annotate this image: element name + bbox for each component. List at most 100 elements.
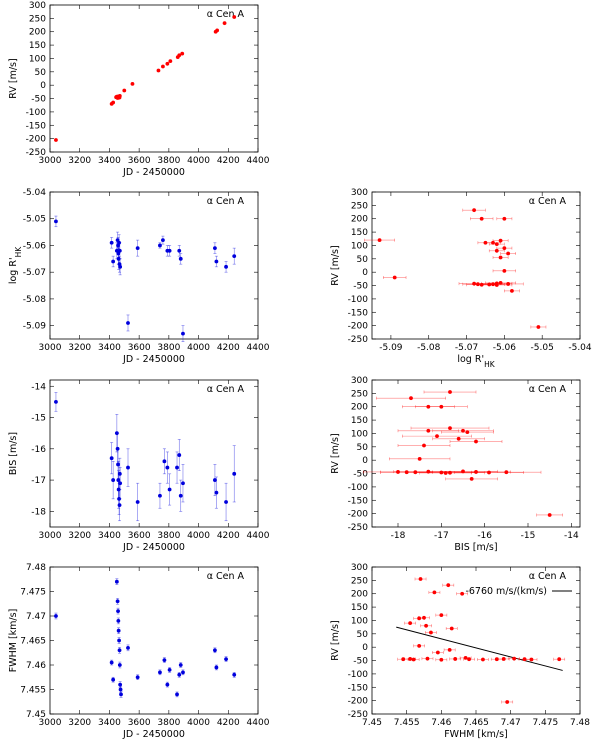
x-tick-label: -5.06	[493, 343, 517, 353]
x-axis-label: log R'HK	[457, 354, 495, 369]
y-tick-label: 300	[29, 1, 46, 11]
x-tick-label: 7.48	[570, 718, 590, 728]
data-point	[429, 630, 433, 635]
x-tick-label: 3800	[157, 343, 180, 353]
data-point	[126, 321, 130, 325]
data-point	[158, 243, 162, 248]
data-point	[177, 248, 182, 253]
data-point	[232, 471, 237, 476]
y-tick-label: 7.47	[26, 612, 46, 622]
data-point	[401, 657, 406, 662]
data-point	[168, 59, 173, 64]
y-tick-label: 0	[362, 456, 368, 466]
x-axis-label: FWHM [km/s]	[444, 729, 508, 740]
y-tick-label: 100	[351, 241, 368, 251]
data-point	[512, 656, 517, 661]
plot-title: α Cen A	[529, 384, 567, 395]
y-tick-label: 7.465	[20, 637, 46, 647]
x-axis-label: JD - 2450000	[122, 729, 185, 740]
legend-fit-label: -6760 m/s/(km/s)	[465, 586, 547, 597]
x-tick-label: 3600	[128, 343, 151, 353]
y-tick-label: -5.08	[23, 295, 47, 305]
y-tick-label: -50	[31, 95, 46, 105]
x-axis-label-subscript: HK	[484, 360, 496, 369]
plot-p6: 3000 3200 3400 3600 3800 4000 4200 4400 7.45 7.45…	[8, 563, 270, 740]
data-point	[54, 219, 58, 224]
data-point	[135, 500, 140, 504]
y-tick-label: 7.45	[26, 710, 46, 720]
data-point	[117, 503, 122, 508]
y-tick-label: -250	[348, 523, 369, 533]
data-point	[135, 675, 140, 680]
data-point	[224, 500, 228, 504]
data-point	[504, 470, 509, 475]
data-point	[126, 645, 130, 650]
x-tick-label: 7.45	[362, 718, 382, 728]
x-tick-label: 3200	[68, 343, 91, 353]
y-tick-label: 100	[29, 54, 46, 64]
plot-frame	[49, 379, 259, 528]
y-tick-label: 300	[351, 563, 368, 573]
y-axis-label: log R'HK	[8, 246, 23, 284]
y-tick-label: 50	[35, 68, 47, 78]
x-tick-label: -5.07	[455, 343, 478, 353]
y-axis-label: RV [m/s]	[330, 620, 341, 660]
x-tick-label: 3400	[98, 531, 121, 541]
data-point	[417, 643, 422, 648]
x-tick-label: 3600	[128, 531, 151, 541]
x-tick-label: 3800	[157, 718, 180, 728]
plot-p3: -5.09 -5.08 -5.07 -5.06 -5.05 -5.04 -250 -200 -1…	[330, 188, 592, 369]
y-tick-label: -50	[353, 282, 368, 292]
data-point	[54, 399, 58, 404]
x-tick-label: 3600	[128, 718, 151, 728]
data-point	[117, 648, 122, 653]
y-tick-label: 300	[351, 188, 368, 198]
data-point	[117, 638, 121, 643]
plot-p2: 3000 3200 3400 3600 3800 4000 4200 4400 -5.09 -5.…	[8, 188, 270, 365]
y-tick-label: -250	[348, 710, 369, 720]
data-point	[502, 216, 507, 221]
y-tick-label: 300	[351, 376, 368, 386]
data-point	[165, 682, 170, 687]
x-tick-label: 3400	[98, 343, 121, 353]
data-point	[158, 493, 162, 498]
y-tick-label: 150	[351, 416, 368, 426]
x-tick-label: 7.465	[463, 718, 489, 728]
data-point	[178, 256, 183, 261]
data-point	[117, 663, 122, 667]
data-point	[54, 614, 58, 618]
x-axis-label: JD - 2450000	[122, 542, 185, 553]
data-point	[165, 465, 170, 470]
x-tick-label: 3000	[39, 531, 62, 541]
x-tick-label: -18	[391, 531, 406, 541]
data-point	[501, 657, 506, 661]
data-point	[536, 325, 541, 329]
data-point	[109, 456, 114, 461]
y-tick-label: 250	[351, 576, 368, 586]
y-tick-label: 7.46	[26, 661, 46, 671]
data-point	[522, 657, 527, 662]
data-point	[443, 471, 448, 475]
data-point	[424, 623, 428, 628]
x-tick-label: 3200	[68, 531, 91, 541]
data-point	[439, 613, 444, 618]
data-point	[426, 428, 431, 433]
data-point	[119, 692, 123, 697]
y-tick-label: 200	[351, 403, 368, 413]
data-point	[491, 240, 495, 245]
plot-frame	[371, 191, 581, 340]
data-point	[481, 657, 485, 662]
data-point	[506, 251, 511, 256]
data-point	[475, 282, 480, 287]
data-point	[117, 248, 122, 253]
x-tick-label: 4000	[187, 343, 210, 353]
y-tick-label: -200	[348, 697, 369, 707]
plot-title: α Cen A	[529, 196, 567, 207]
data-point	[447, 647, 452, 652]
data-point	[472, 281, 477, 286]
data-point	[118, 481, 123, 486]
y-axis-label-subscript: HK	[14, 246, 23, 258]
data-point	[214, 665, 219, 670]
y-tick-label: -150	[348, 308, 369, 318]
